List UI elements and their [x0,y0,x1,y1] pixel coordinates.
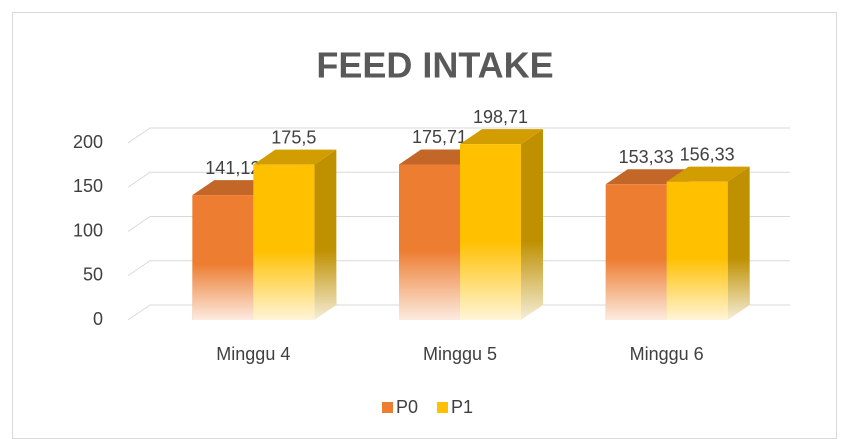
bar-fade [253,164,337,320]
bar-top [460,129,543,145]
data-label: 175,71 [412,127,467,147]
chart-title: FEED INTAKE [316,45,553,86]
bar-fade [460,144,543,320]
data-label: 141,12 [205,158,260,178]
legend-swatch [437,402,448,413]
y-tick-label: 200 [73,132,103,152]
legend-label: P0 [396,397,418,417]
y-tick-label: 150 [73,176,103,196]
y-tick-label: 50 [83,265,103,285]
legend-label: P1 [451,397,473,417]
grid-line [127,216,790,232]
x-tick-label: Minggu 4 [216,344,290,364]
bar-top [666,166,750,182]
bar-top [253,149,337,165]
data-label: 175,5 [271,127,316,147]
x-tick-label: Minggu 6 [630,344,704,364]
data-label: 156,33 [680,144,735,164]
data-label: 198,71 [473,107,528,127]
grid-line [127,304,790,321]
legend-swatch [382,402,393,413]
grid-line [127,171,790,188]
y-tick-label: 100 [73,220,103,240]
x-tick-label: Minggu 5 [423,344,497,364]
grid-line [127,127,790,144]
grid-line [127,260,790,277]
bar-fade [666,181,750,320]
y-tick-label: 0 [93,309,103,329]
data-label: 153,33 [619,147,674,167]
bar-top [605,169,689,185]
